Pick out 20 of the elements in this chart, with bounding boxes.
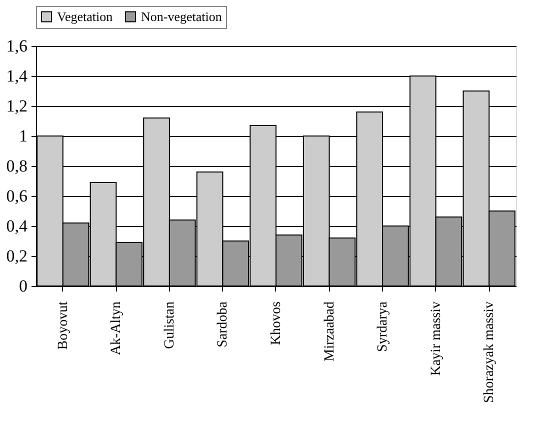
- x-tick-label: Boyovut: [56, 301, 71, 350]
- x-tick-label: Ak-Altyn: [109, 302, 124, 356]
- x-tick-label: Kayir massiv: [428, 302, 444, 376]
- x-tick-label: Khovos: [269, 302, 284, 346]
- x-tick-label: Syrdarya: [376, 300, 391, 352]
- y-tick-label: 0,6: [6, 186, 28, 206]
- y-tick-label: 1,4: [6, 66, 28, 86]
- x-tick-label: Mirzaabad: [322, 302, 338, 362]
- x-tick-label: Sardoba: [216, 300, 231, 348]
- legend-label: Non-vegetation: [141, 8, 222, 24]
- legend-label: Vegetation: [57, 8, 114, 24]
- y-tick-label: 0,4: [6, 216, 28, 236]
- x-tick-label: Shorazyak massiv: [482, 302, 498, 403]
- y-tick-label: 1: [19, 126, 28, 146]
- y-tick-label: 0: [19, 276, 28, 296]
- y-tick-label: 0,8: [6, 156, 28, 176]
- y-tick-label: 1,6: [6, 36, 28, 56]
- y-tick-label: 1,2: [6, 96, 28, 116]
- x-tick-label: Gulistan: [162, 302, 178, 349]
- y-tick-label: 0,2: [6, 246, 28, 266]
